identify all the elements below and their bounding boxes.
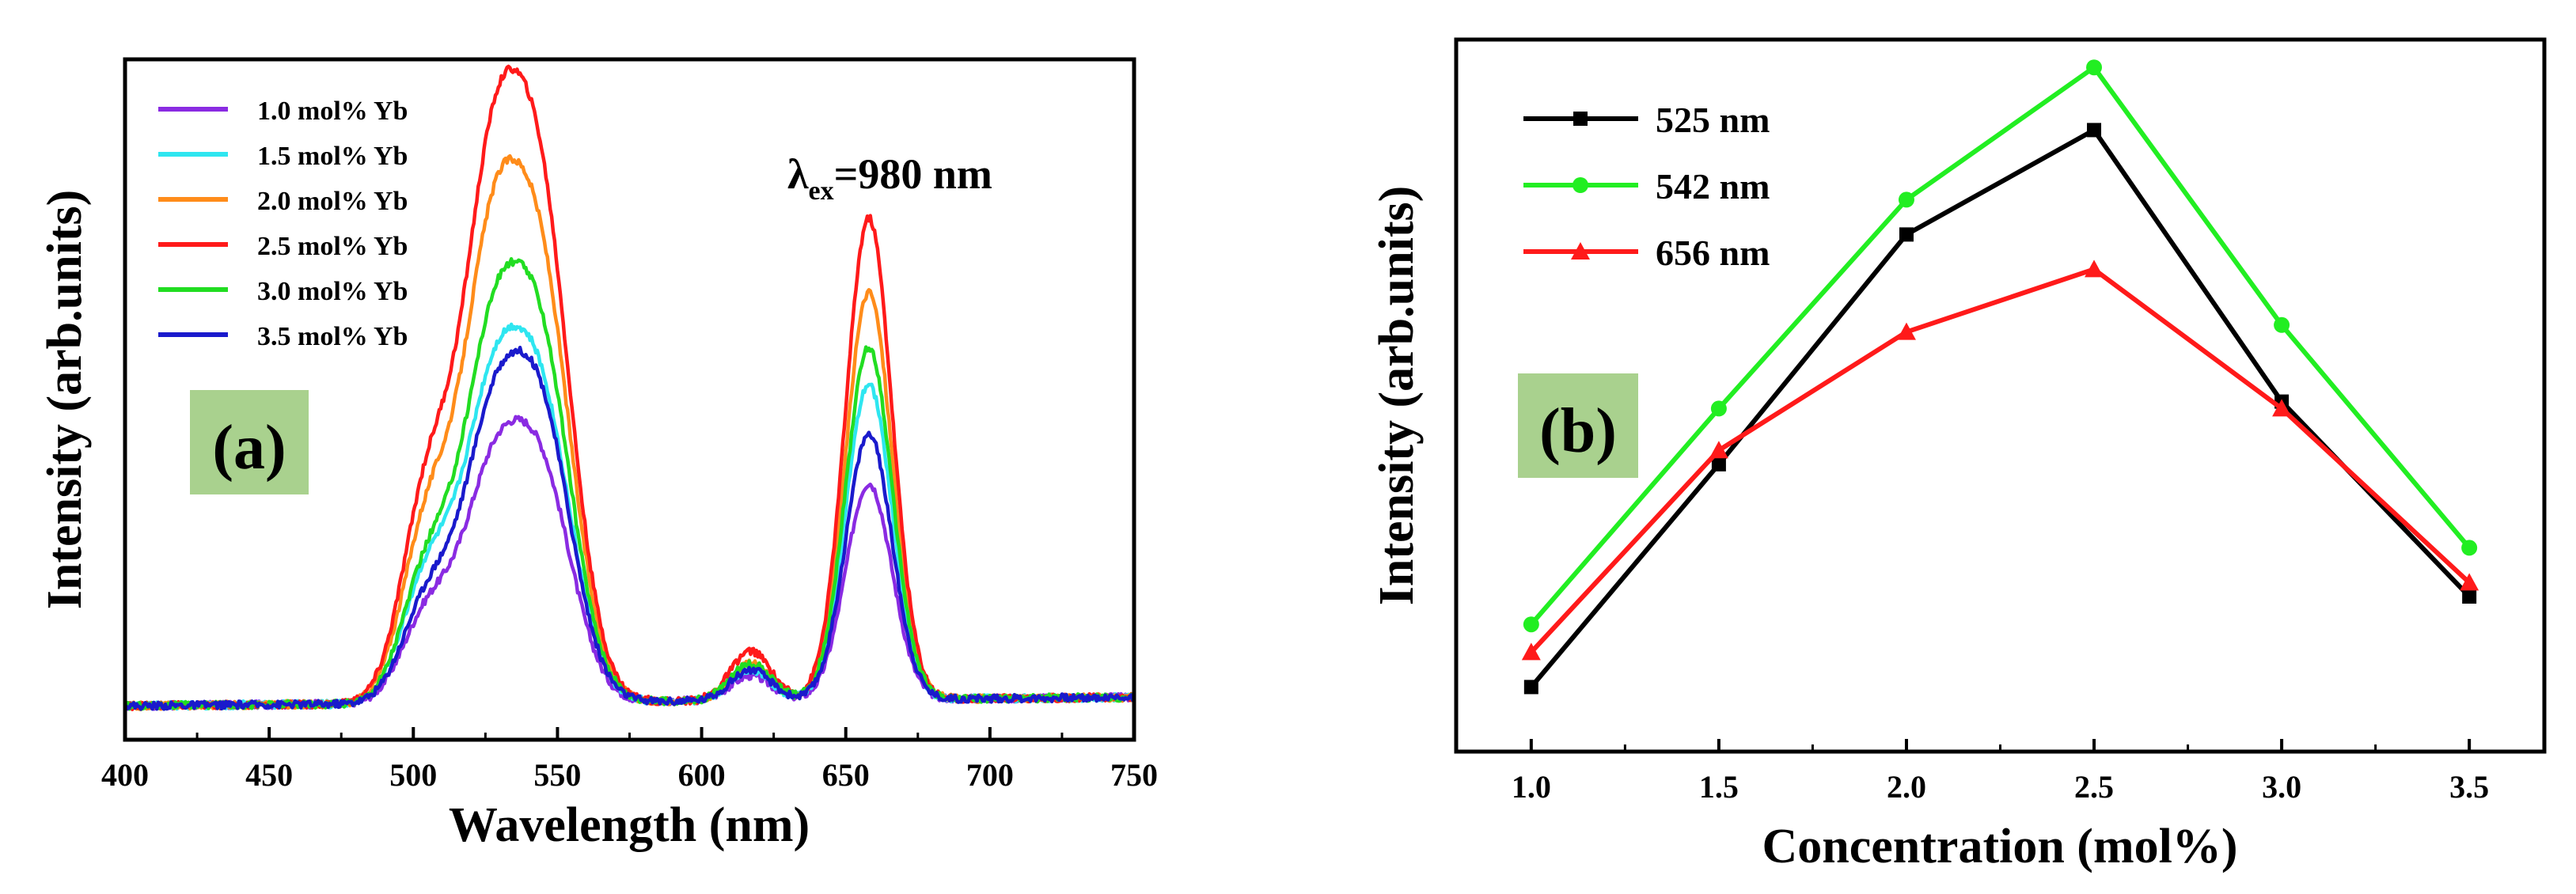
data-point-triangle bbox=[1521, 642, 1541, 661]
data-point-circle bbox=[1898, 191, 1914, 208]
data-point-triangle bbox=[1571, 242, 1590, 259]
legend-label: 525 nm bbox=[1656, 100, 1770, 140]
panel-a-series-lines bbox=[123, 64, 1136, 711]
x-tick-label: 450 bbox=[245, 757, 293, 793]
x-tick-label: 750 bbox=[1110, 757, 1158, 793]
data-point-square bbox=[2462, 589, 2477, 604]
legend-label: 2.0 mol% Yb bbox=[257, 187, 408, 216]
panel-b-concentration-chart: 1.0 1.5 2.0 2.5 3.0 3.5 525 nm 542 nm 656 nm (b… bbox=[1370, 37, 2547, 873]
data-point-square bbox=[1899, 227, 1914, 242]
x-tick-label: 500 bbox=[389, 757, 437, 793]
annotation-lambda: λ bbox=[787, 150, 809, 198]
series-line-2 bbox=[123, 322, 1136, 711]
data-point-circle bbox=[1573, 177, 1588, 193]
x-tick-label: 700 bbox=[966, 757, 1014, 793]
panel-a-x-ticks: 400 450 500 550 600 650 700 750 bbox=[101, 727, 1158, 793]
data-point-circle bbox=[1710, 400, 1727, 417]
x-tick-label: 600 bbox=[678, 757, 726, 793]
x-tick-label: 650 bbox=[822, 757, 870, 793]
x-tick-label: 3.5 bbox=[2449, 769, 2489, 805]
panel-a-y-axis-label: Intensity (arb.units) bbox=[38, 190, 92, 610]
legend-label: 656 nm bbox=[1656, 233, 1770, 273]
panel-a-x-axis-label: Wavelength (nm) bbox=[449, 798, 810, 852]
panel-b-legend: 525 nm 542 nm 656 nm bbox=[1523, 100, 1770, 273]
panel-a-legend: 1.0 mol% Yb 1.5 mol% Yb 2.0 mol% Yb 2.5 mol… bbox=[158, 97, 408, 351]
panel-b-label: (b) bbox=[1539, 396, 1617, 466]
panel-a-label: (a) bbox=[212, 413, 286, 483]
series-line-525-nm bbox=[1529, 127, 2472, 689]
x-tick-label: 550 bbox=[533, 757, 581, 793]
data-point-triangle bbox=[1709, 441, 1728, 459]
legend-label: 3.5 mol% Yb bbox=[257, 322, 408, 351]
data-point-triangle bbox=[2085, 259, 2104, 278]
panel-b-y-axis-label: Intensity (arb.units) bbox=[1370, 186, 1424, 606]
x-tick-label: 1.0 bbox=[1512, 769, 1551, 805]
x-tick-label: 2.0 bbox=[1887, 769, 1926, 805]
panel-b-series-lines bbox=[1521, 59, 2479, 695]
panel-a-label-box bbox=[190, 390, 309, 494]
data-point-circle bbox=[2274, 316, 2290, 333]
x-tick-label: 400 bbox=[101, 757, 149, 793]
data-point-triangle bbox=[2460, 573, 2479, 591]
data-point-circle bbox=[2461, 540, 2478, 556]
series-line-656-nm bbox=[1529, 267, 2472, 654]
data-point-circle bbox=[1523, 616, 1539, 633]
data-point-square bbox=[2087, 123, 2102, 138]
series-line-6 bbox=[123, 345, 1136, 711]
x-tick-label: 2.5 bbox=[2074, 769, 2114, 805]
data-point-circle bbox=[2086, 59, 2103, 76]
data-point-square bbox=[1573, 112, 1588, 126]
panel-b-label-box bbox=[1518, 373, 1638, 478]
annotation-subscript: ex bbox=[809, 176, 834, 206]
annotation-value: =980 nm bbox=[834, 150, 992, 198]
panel-a-spectrum-chart: 400 450 500 550 600 650 700 750 1.0 mol% Yb 1.5 … bbox=[38, 57, 1158, 852]
x-tick-label: 3.0 bbox=[2262, 769, 2301, 805]
legend-label: 2.5 mol% Yb bbox=[257, 232, 408, 261]
data-point-triangle bbox=[2272, 399, 2292, 417]
data-point-square bbox=[1711, 456, 1726, 472]
panel-b-x-ticks: 1.0 1.5 2.0 2.5 3.0 3.5 bbox=[1512, 739, 2489, 805]
panel-b-x-axis-label: Concentration (mol%) bbox=[1762, 820, 2238, 873]
legend-label: 1.5 mol% Yb bbox=[257, 142, 408, 171]
data-point-square bbox=[1523, 680, 1538, 695]
x-tick-label: 1.5 bbox=[1699, 769, 1739, 805]
data-point-triangle bbox=[1896, 322, 1916, 340]
legend-label: 542 nm bbox=[1656, 166, 1770, 206]
legend-label: 3.0 mol% Yb bbox=[257, 277, 408, 306]
series-line-542-nm bbox=[1529, 65, 2472, 627]
legend-label: 1.0 mol% Yb bbox=[257, 97, 408, 126]
excitation-annotation: λex=980 nm bbox=[787, 150, 992, 206]
